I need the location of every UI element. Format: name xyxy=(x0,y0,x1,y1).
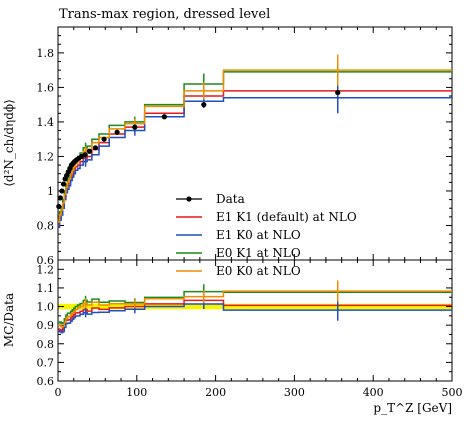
main-y-tick-label: 1 xyxy=(47,185,54,198)
data-point xyxy=(56,203,62,210)
legend-label-e0k1: E0 K1 at NLO xyxy=(216,246,301,260)
legend-label-e0k0: E0 K0 at NLO xyxy=(216,264,301,278)
main-y-tick-label: 1.4 xyxy=(37,116,55,129)
legend-entry-e0k0: E0 K0 at NLO xyxy=(176,264,301,278)
series-3-main-line xyxy=(58,69,452,223)
legend-marker-data xyxy=(186,196,192,202)
series-3-ratio-line xyxy=(58,290,452,328)
x-tick-label: 200 xyxy=(205,386,226,399)
legend: Data E1 K1 (default) at NLO E1 K0 at NLO… xyxy=(176,192,357,278)
legend-label-e1k0: E1 K0 at NLO xyxy=(216,228,301,242)
x-tick-label: 100 xyxy=(126,386,147,399)
data-point xyxy=(201,102,207,108)
main-y-axis-label: ⟨d²N_ch/dηdϕ⟩ xyxy=(2,99,16,187)
data-point xyxy=(335,89,341,96)
x-tick-label: 400 xyxy=(363,386,384,399)
series-1-ratio-line xyxy=(58,303,452,334)
main-y-tick-label: 1.2 xyxy=(37,150,55,163)
main-y-tick-label: 0.8 xyxy=(37,219,55,232)
ratio-y-axis-label: MC/Data xyxy=(2,293,16,347)
x-tick-label: 0 xyxy=(55,386,62,399)
x-axis-label: p_T^Z [GeV] xyxy=(373,401,452,415)
x-tick-label: 300 xyxy=(284,386,305,399)
ratio-y-tick-label: 1.1 xyxy=(37,282,55,295)
data-point xyxy=(86,148,93,154)
legend-entry-e0k1: E0 K1 at NLO xyxy=(176,246,301,260)
data-points-group xyxy=(56,89,341,210)
data-point xyxy=(60,181,67,187)
legend-entry-e1k0: E1 K0 at NLO xyxy=(176,228,301,242)
data-point xyxy=(161,114,167,120)
ratio-series-group xyxy=(58,280,452,334)
main-y-tick-label: 1.8 xyxy=(37,47,55,60)
main-y-ticks: 0.6 0.8 1 1.2 1.4 1.6 1.8 xyxy=(37,35,452,267)
ratio-y-tick-label: 0.9 xyxy=(37,319,55,332)
ratio-y-tick-label: 0.7 xyxy=(37,356,55,369)
ratio-panel-frame xyxy=(57,259,453,382)
data-point xyxy=(59,188,65,194)
main-series-group xyxy=(58,54,452,228)
legend-label-e1k1: E1 K1 (default) at NLO xyxy=(216,210,357,224)
series-2-ratio-line xyxy=(58,290,452,325)
legend-entry-e1k1: E1 K1 (default) at NLO xyxy=(176,210,357,224)
x-tick-label: 500 xyxy=(442,386,463,399)
ratio-y-tick-label: 0.6 xyxy=(37,375,55,388)
chart-title: Trans-max region, dressed level xyxy=(59,7,270,22)
x-ticks: 0 100 200 300 400 500 xyxy=(55,27,463,399)
series-0-main-line xyxy=(58,90,452,227)
legend-label-data: Data xyxy=(216,192,245,206)
data-point xyxy=(132,124,138,130)
series-1-main-line xyxy=(58,97,452,228)
ratio-y-tick-label: 0.8 xyxy=(37,338,55,351)
main-panel-frame xyxy=(57,26,453,261)
data-point xyxy=(114,129,120,135)
ratio-y-tick-label: 1.2 xyxy=(37,263,55,276)
ratio-y-tick-label: 1.0 xyxy=(37,301,55,314)
data-point xyxy=(92,145,99,151)
main-y-tick-label: 0.6 xyxy=(37,254,55,267)
data-point xyxy=(57,195,63,201)
ratio-y-ticks: 0.6 0.7 0.8 0.9 1.0 1.1 1.2 xyxy=(37,263,452,388)
ratio-uncertainty-band xyxy=(58,303,452,310)
main-y-tick-label: 1.6 xyxy=(37,81,55,94)
series-2-main-line xyxy=(58,71,452,222)
data-point xyxy=(82,152,88,158)
legend-entry-data: Data xyxy=(176,192,245,206)
data-point xyxy=(101,136,107,142)
